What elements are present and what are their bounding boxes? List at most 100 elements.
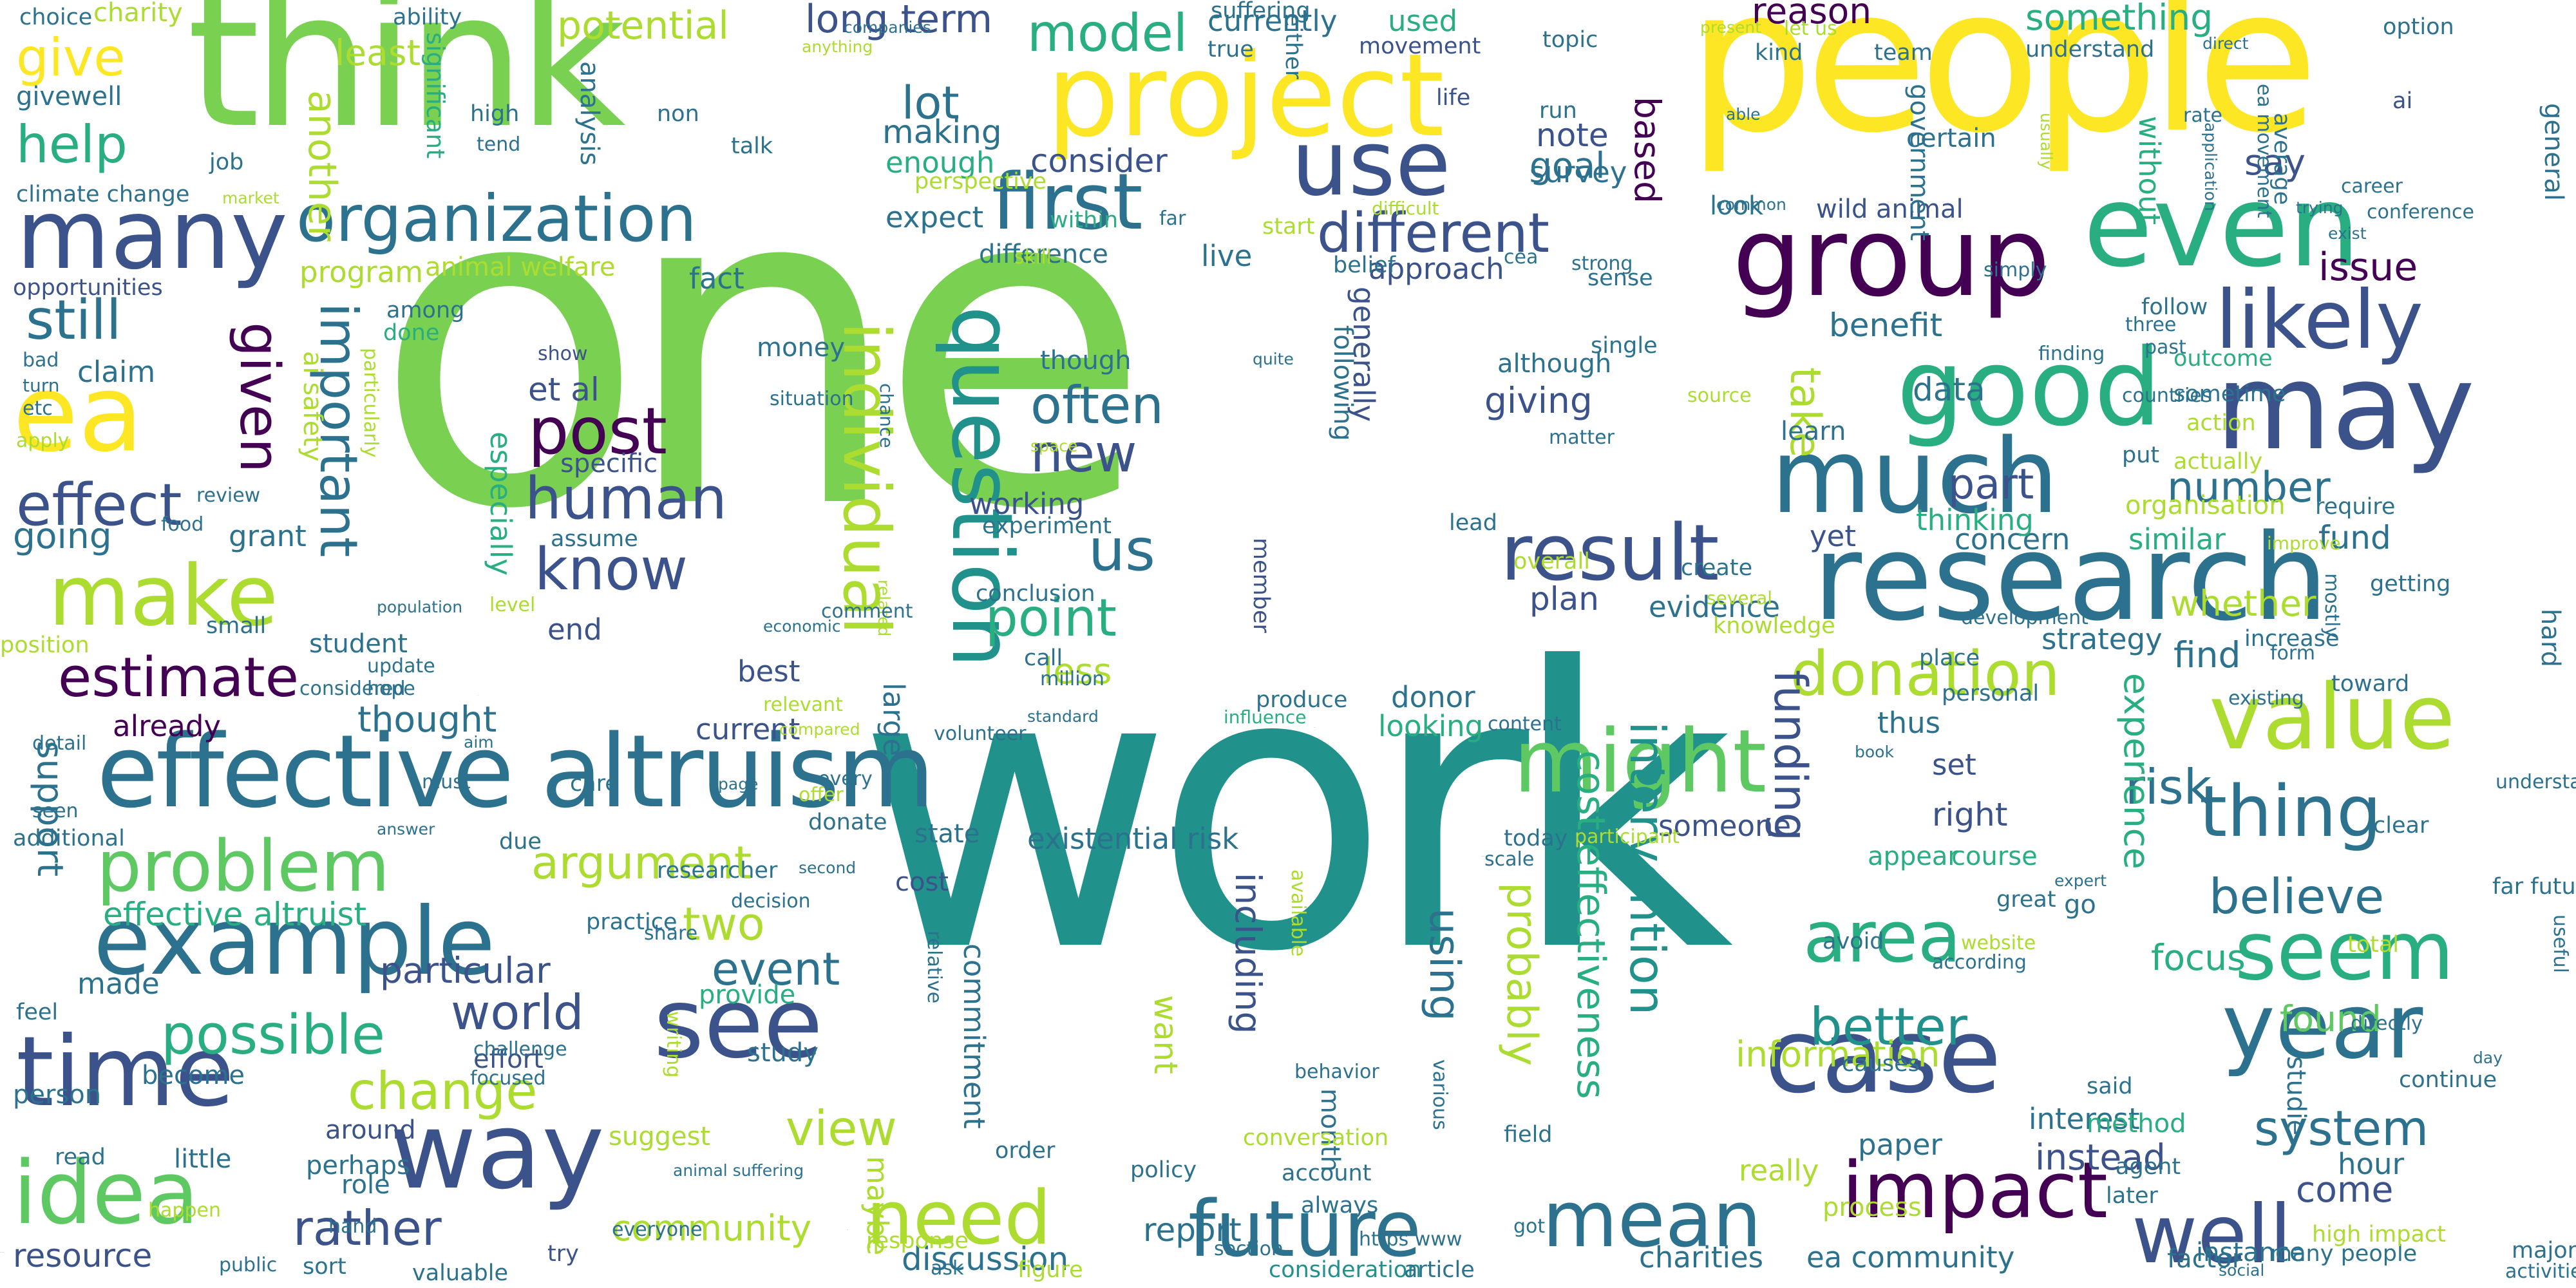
word: post — [528, 393, 667, 469]
word: require — [2315, 494, 2396, 520]
word: around — [325, 1115, 416, 1145]
word: new — [1030, 424, 1137, 484]
word: existing — [2228, 687, 2304, 710]
word: scale — [1484, 848, 1535, 871]
word: suggest — [609, 1122, 711, 1151]
word: care — [570, 771, 619, 797]
word: career — [2341, 175, 2403, 198]
word: finding — [2038, 343, 2105, 365]
word: report — [1143, 1211, 1242, 1249]
word: yet — [1810, 519, 1856, 553]
word: first — [992, 158, 1143, 247]
word: valuable — [412, 1260, 508, 1286]
word: relative — [923, 931, 945, 1004]
word: done — [383, 320, 440, 346]
word: specific — [560, 449, 658, 478]
word: following — [1328, 325, 1358, 441]
word: content — [1488, 713, 1562, 735]
word: assume — [551, 526, 638, 552]
word: writing — [662, 1011, 685, 1078]
word: wild animal — [1816, 194, 1964, 224]
word: hour — [2338, 1147, 2405, 1181]
word: standard — [1027, 707, 1099, 726]
word: public — [219, 1254, 278, 1276]
word: small — [206, 613, 267, 639]
word: say — [2244, 142, 2306, 183]
word: understand — [2025, 37, 2155, 62]
word: existential risk — [1027, 822, 1239, 856]
word: model — [1027, 3, 1188, 63]
word: approach — [1368, 252, 1504, 286]
word: type — [847, 1230, 849, 1231]
word: simply — [1984, 259, 2047, 281]
word: past — [2145, 336, 2186, 359]
word: donate — [808, 810, 887, 835]
word: group — [1732, 194, 2050, 321]
word: plan — [1530, 580, 1599, 618]
word: book — [1855, 743, 1894, 761]
word: make — [48, 547, 278, 645]
word: many people — [2270, 1241, 2418, 1267]
word: less — [1043, 650, 1112, 692]
word: similar — [2128, 522, 2226, 556]
word: single — [1591, 333, 1658, 359]
word: always — [1301, 1193, 1379, 1218]
word: role — [341, 1170, 390, 1200]
word: field — [1504, 1122, 1553, 1148]
word: another — [299, 90, 345, 242]
word: etc — [23, 397, 53, 420]
word: information — [1736, 1034, 1940, 1075]
word: application — [2201, 122, 2220, 211]
word: better — [1810, 997, 1967, 1057]
word: goal — [1530, 145, 1605, 186]
word: million — [1040, 668, 1104, 690]
word: student — [309, 629, 408, 659]
word: position — [0, 632, 90, 658]
word: ea community — [1806, 1240, 2015, 1274]
word: three — [2125, 314, 2177, 336]
word: argue — [457, 760, 459, 761]
word: idea — [13, 1142, 199, 1244]
word: happen — [148, 1199, 221, 1222]
word: development — [1961, 607, 2088, 629]
word: direct — [2202, 34, 2249, 53]
word: change — [348, 1061, 538, 1121]
word: future — [1188, 1185, 1421, 1274]
word: share — [644, 922, 698, 945]
word: discussion — [902, 1240, 1069, 1278]
word: chance — [876, 383, 897, 448]
word: thought — [357, 699, 497, 740]
word: usually — [2037, 113, 2056, 170]
word: economic — [763, 617, 841, 636]
word: either — [1280, 13, 1306, 80]
word: non — [657, 101, 699, 127]
word: believe — [2209, 868, 2385, 925]
word: order — [995, 1138, 1056, 1164]
word: although — [1497, 349, 1612, 379]
word: https www — [1359, 1228, 1463, 1251]
word: consider — [1030, 142, 1168, 180]
word: comment — [821, 600, 913, 623]
word: social — [2219, 1261, 2265, 1280]
word: particularly — [359, 348, 382, 458]
word: whether — [2170, 583, 2316, 624]
word: lot — [902, 77, 960, 129]
word: feel — [16, 999, 59, 1025]
word: research — [1813, 508, 2329, 647]
word: go — [2064, 890, 2096, 920]
word: part — [1948, 460, 2034, 509]
word: giving — [1484, 380, 1593, 421]
word: human — [525, 465, 727, 533]
word: later — [2106, 1183, 2158, 1209]
word: present — [1700, 18, 1762, 37]
word: large — [876, 683, 911, 757]
word: current — [696, 712, 800, 746]
word: case — [1765, 996, 2002, 1116]
word: causes — [1842, 1051, 1920, 1077]
word: effort — [473, 1045, 544, 1074]
word: improve — [2267, 533, 2341, 554]
word: factor — [2167, 1244, 2243, 1274]
word: high impact — [2312, 1222, 2446, 1247]
word: able — [1726, 105, 1761, 124]
